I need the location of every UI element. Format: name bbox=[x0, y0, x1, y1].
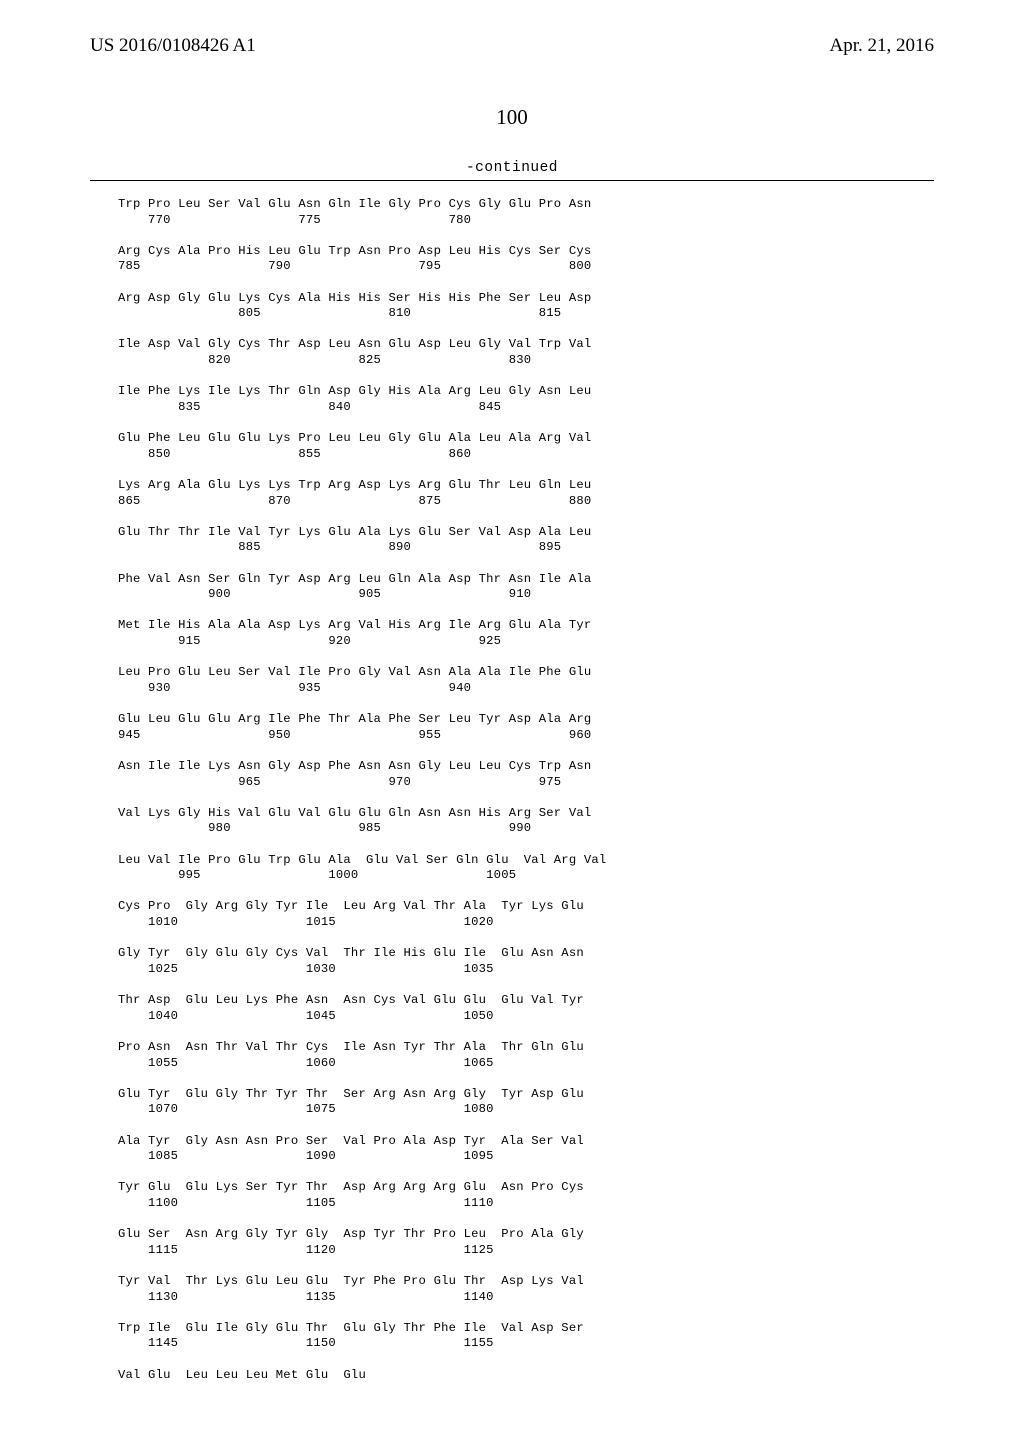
pub-number: US 2016/0108426 A1 bbox=[90, 35, 256, 57]
continued-label: -continued bbox=[90, 160, 934, 176]
sequence-listing: Trp Pro Leu Ser Val Glu Asn Gln Ile Gly … bbox=[90, 197, 934, 1383]
page: US 2016/0108426 A1 Apr. 21, 2016 100 -co… bbox=[0, 0, 1024, 1433]
top-rule bbox=[90, 180, 934, 181]
page-number: 100 bbox=[90, 105, 934, 130]
running-header: US 2016/0108426 A1 Apr. 21, 2016 bbox=[90, 35, 934, 57]
pub-date: Apr. 21, 2016 bbox=[830, 35, 935, 57]
